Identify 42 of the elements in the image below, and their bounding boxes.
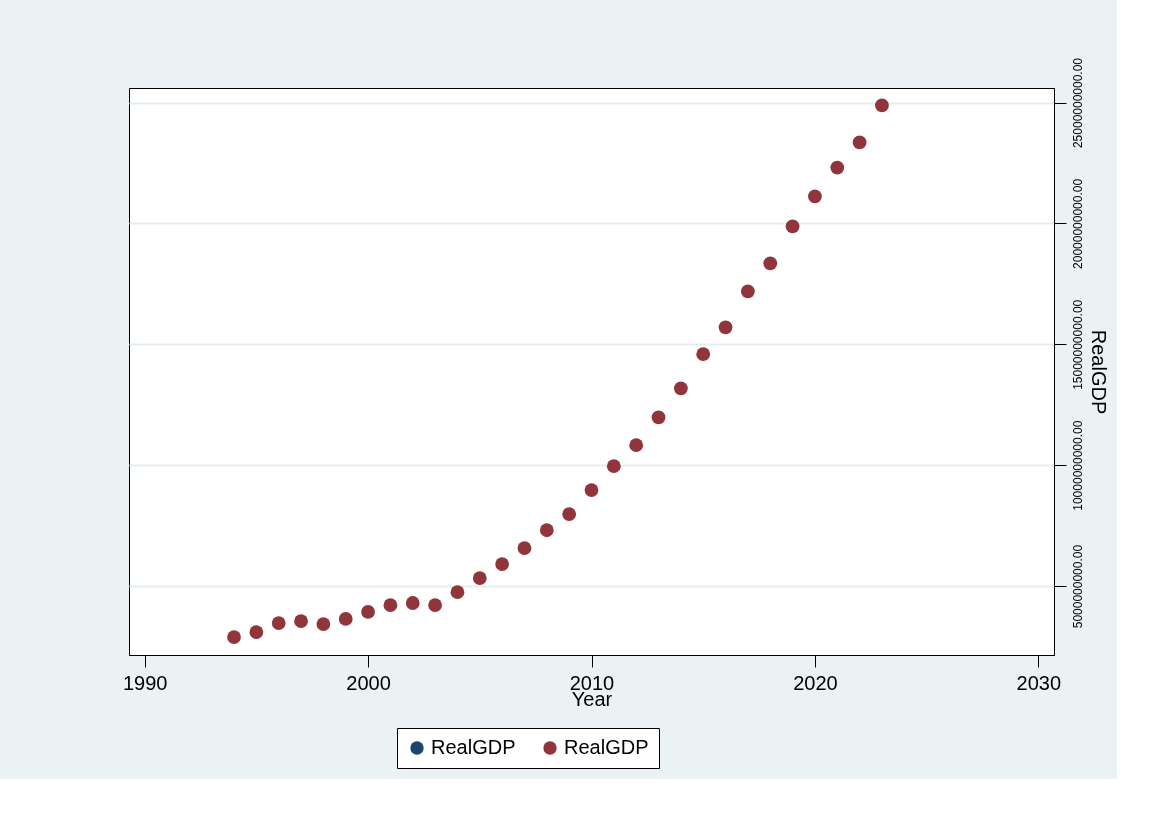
point (405, 596, 420, 610)
point (785, 219, 800, 234)
point (428, 598, 442, 613)
point (696, 347, 711, 362)
y-tick-label: 20000000000.00 (1070, 178, 1085, 269)
x-tick-label: 2020 (793, 671, 838, 694)
point (450, 585, 465, 600)
point (741, 284, 755, 299)
point (875, 98, 889, 113)
point (539, 523, 554, 538)
x-tick-label: 1990 (122, 671, 168, 694)
point (361, 605, 375, 619)
point (584, 483, 599, 497)
point (629, 438, 644, 452)
y-tick-label: 5000000000.00 (1070, 544, 1085, 629)
point (249, 625, 264, 639)
point (227, 630, 241, 644)
x-tick-label: 2000 (346, 671, 391, 694)
x-tick-label: 2030 (1016, 671, 1062, 694)
point (673, 381, 688, 396)
point (294, 614, 308, 629)
y-tick-label: 25000000000.00 (1070, 57, 1085, 149)
point (651, 410, 666, 425)
point (562, 507, 577, 521)
point (472, 571, 487, 585)
y-axis-title: RealGDP (1087, 329, 1110, 415)
point (808, 189, 822, 204)
legend-label: RealGDP (431, 736, 516, 758)
point (830, 160, 845, 175)
legend-label: RealGDP (564, 736, 649, 758)
point (517, 541, 532, 556)
point (852, 135, 867, 150)
point (383, 598, 398, 613)
point (271, 616, 286, 630)
point (763, 256, 778, 271)
point (316, 617, 331, 631)
point (718, 320, 733, 335)
point (606, 459, 621, 474)
point (338, 612, 353, 626)
y-tick-label: 15000000000.00 (1070, 299, 1085, 390)
y-tick-label: 10000000000.00 (1070, 420, 1085, 511)
point (495, 557, 510, 571)
